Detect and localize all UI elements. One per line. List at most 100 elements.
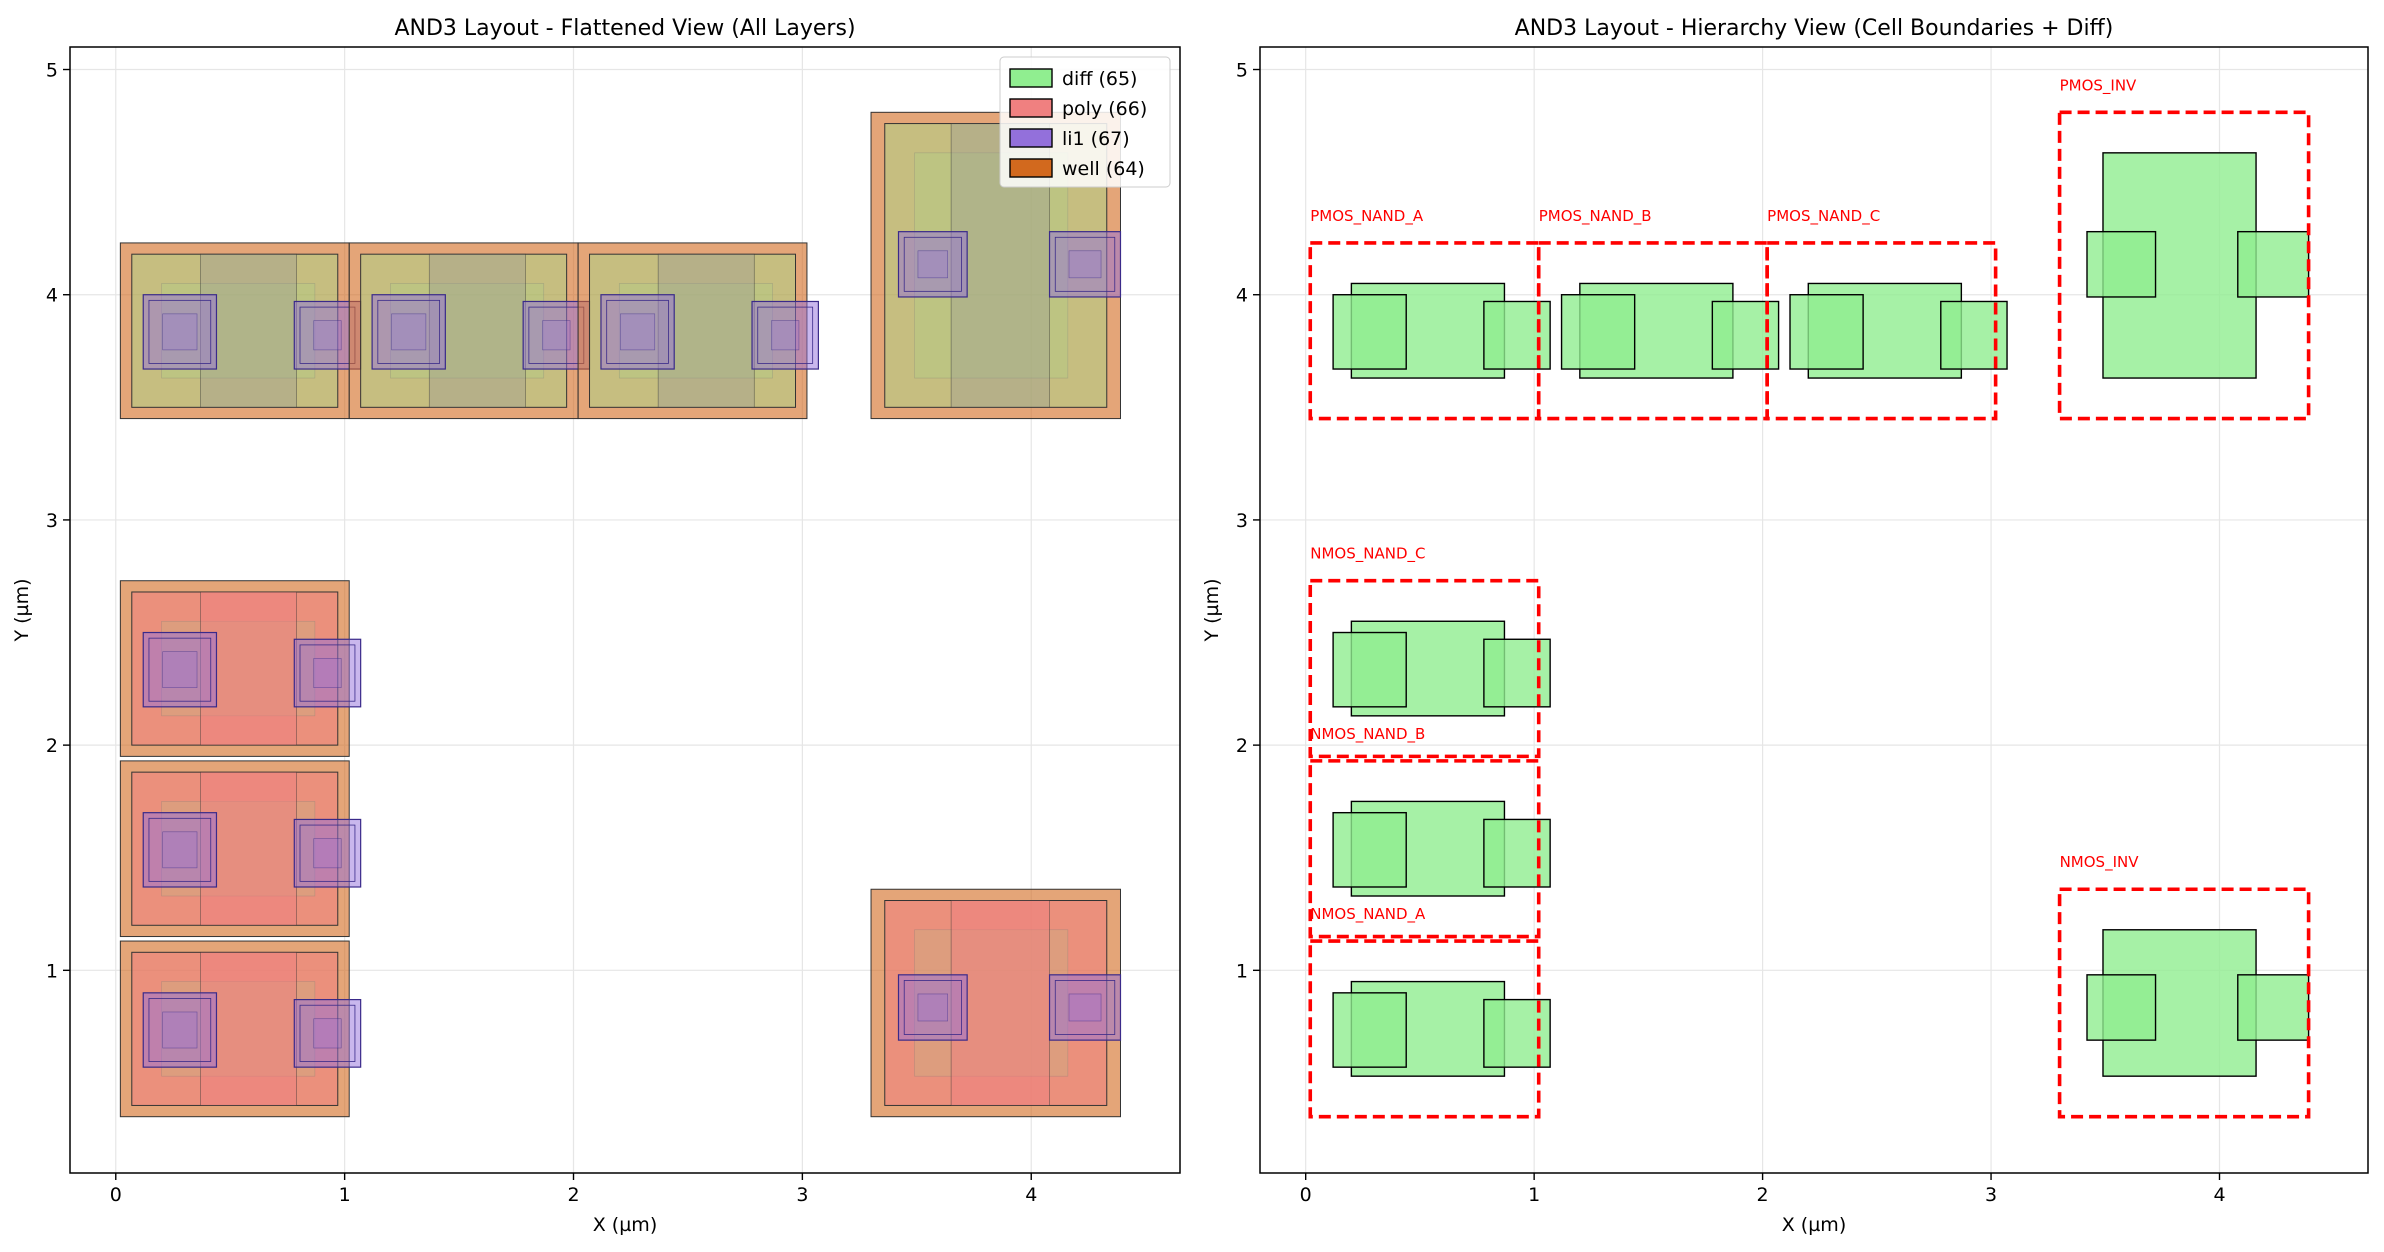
li1-pad-inner-shape [757, 306, 814, 364]
x-tick-label: 1 [1528, 1184, 1540, 1206]
cell-boundary [2057, 110, 2311, 421]
y-tick-label: 4 [46, 285, 58, 307]
y-tick-label: 3 [1236, 510, 1248, 532]
li1-pad-shape [897, 231, 968, 298]
hierarchy-view-axes: PMOS_NAND_A PMOS_NAND_B PMOS_NAND_C NMOS_NA… [1201, 16, 2369, 1236]
cell-pmos-nand-c [577, 242, 819, 420]
cell-boundary [1765, 241, 1998, 421]
li1-pad-inner-shape [148, 817, 212, 882]
y-tick-label: 3 [46, 510, 58, 532]
x-tick-label: 0 [1300, 1184, 1312, 1206]
li1-pad-shape [142, 812, 218, 888]
diff-pad-shape [2086, 974, 2157, 1041]
diff-pad-shape [1332, 294, 1407, 370]
cell-boundary [1308, 939, 1541, 1119]
li1-pad-shape [142, 631, 218, 708]
plot-area: PMOS_NAND_A PMOS_NAND_B PMOS_NAND_C NMOS_NA… [1260, 47, 2368, 1173]
cell-nmos-nand-a: NMOS_NAND_A [1308, 905, 1551, 1119]
hierarchy-view-y-axis-label: Y (µm) [1201, 578, 1223, 642]
licon-shape [162, 313, 198, 351]
x-tick-label: 3 [1985, 1184, 1997, 1206]
li1-pad-inner-shape [299, 824, 356, 882]
cell-pmos-nand-a: PMOS_NAND_A [1308, 207, 1551, 421]
x-tick-label: 4 [1025, 1184, 1037, 1206]
y-tick-label: 5 [46, 60, 58, 82]
li1-pad-inner-shape [148, 637, 212, 702]
legend-swatch-well [1009, 158, 1053, 178]
li1-pad-shape [751, 300, 819, 370]
licon-shape [162, 651, 198, 688]
cell-pmos-inv: PMOS_INV [2057, 76, 2311, 421]
cell-label: NMOS_NAND_A [1310, 905, 1426, 924]
li1-pad-inner-shape [903, 236, 962, 292]
diff-pad-shape [1332, 811, 1407, 888]
cell-pmos-nand-b [348, 242, 591, 420]
cell-nmos-nand-c: NMOS_NAND_C [1308, 545, 1551, 759]
licon-shape [313, 320, 342, 351]
cell-label: PMOS_NAND_B [1539, 207, 1652, 226]
cell-label: NMOS_NAND_C [1310, 545, 1425, 564]
licon-shape [313, 838, 342, 869]
hierarchy-view-x-axis-label: X (µm) [1782, 1214, 1846, 1236]
li1-pad-shape [293, 638, 362, 708]
flattened-view-title: AND3 Layout - Flattened View (All Layers… [394, 16, 855, 41]
legend-label-well: well (64) [1062, 158, 1145, 180]
cell-label: PMOS_NAND_C [1767, 207, 1880, 226]
cell-pmos-nand-c: PMOS_NAND_C [1765, 207, 2008, 421]
x-tick-label: 3 [796, 1184, 808, 1206]
flattened-view-axes: 0 1 2 3 4 1 2 3 4 5 AND3 Layout - Flattened View (… [11, 16, 1181, 1236]
li1-pad-inner-shape [1054, 980, 1116, 1035]
x-tick-label: 0 [110, 1184, 122, 1206]
axes-frame [69, 46, 1181, 1174]
diff-pad-shape [1560, 294, 1636, 370]
li1-pad-shape [142, 992, 218, 1068]
y-tick-label: 1 [1236, 960, 1248, 982]
hierarchy-view-title: AND3 Layout - Hierarchy View (Cell Bound… [1515, 16, 2114, 41]
cell-nmos-nand-c [119, 580, 362, 757]
cell-boundary [2057, 887, 2311, 1119]
diff-pad-shape [1332, 992, 1407, 1068]
diff-pad-shape [1789, 294, 1864, 370]
legend-swatch-diff [1009, 68, 1053, 88]
diff-pad-shape [2086, 230, 2157, 298]
y-tick-label: 2 [1236, 735, 1248, 757]
licon-shape [917, 250, 949, 279]
li1-pad-inner-shape [377, 299, 441, 364]
cell-label: PMOS_INV [2060, 76, 2137, 95]
diff-pad-shape [1332, 631, 1407, 708]
li1-pad-inner-shape [148, 998, 212, 1062]
li1-pad-inner-shape [606, 299, 669, 364]
cell-pmos-nand-a [119, 242, 362, 420]
y-tick-label: 1 [46, 960, 58, 982]
cell-nmos-nand-a [119, 940, 362, 1118]
licon-shape [620, 313, 656, 351]
y-tick-label: 2 [46, 735, 58, 757]
cell-nmos-inv [870, 888, 1122, 1118]
li1-pad-shape [1048, 231, 1122, 298]
legend-swatch-poly [1009, 98, 1053, 118]
legend: diff (65) poly (66) li1 (67) well (64) [999, 56, 1171, 188]
licon-shape [1068, 993, 1102, 1022]
li1-pad-shape [600, 294, 675, 370]
li1-pad-shape [293, 998, 362, 1068]
flattened-view-x-axis-label: X (µm) [593, 1214, 657, 1236]
x-tick-label: 1 [339, 1184, 351, 1206]
x-tick-label: 2 [567, 1184, 579, 1206]
y-tick-label: 4 [1236, 285, 1248, 307]
licon-shape [771, 320, 800, 351]
licon-shape [313, 1018, 342, 1049]
cell-label: NMOS_INV [2060, 853, 2140, 872]
plot-area [70, 47, 1180, 1173]
diff-pad-shape [2237, 230, 2310, 298]
legend-swatch-li1 [1009, 128, 1053, 148]
licon-shape [917, 993, 949, 1022]
y-tick-label: 5 [1236, 60, 1248, 82]
licon-shape [542, 320, 571, 351]
cell-nmos-nand-b: NMOS_NAND_B [1308, 725, 1551, 939]
li1-pad-shape [1048, 974, 1122, 1041]
li1-pad-shape [897, 974, 968, 1041]
cell-boundary [1308, 759, 1541, 939]
licon-shape [162, 1011, 198, 1049]
li1-pad-shape [293, 818, 362, 888]
